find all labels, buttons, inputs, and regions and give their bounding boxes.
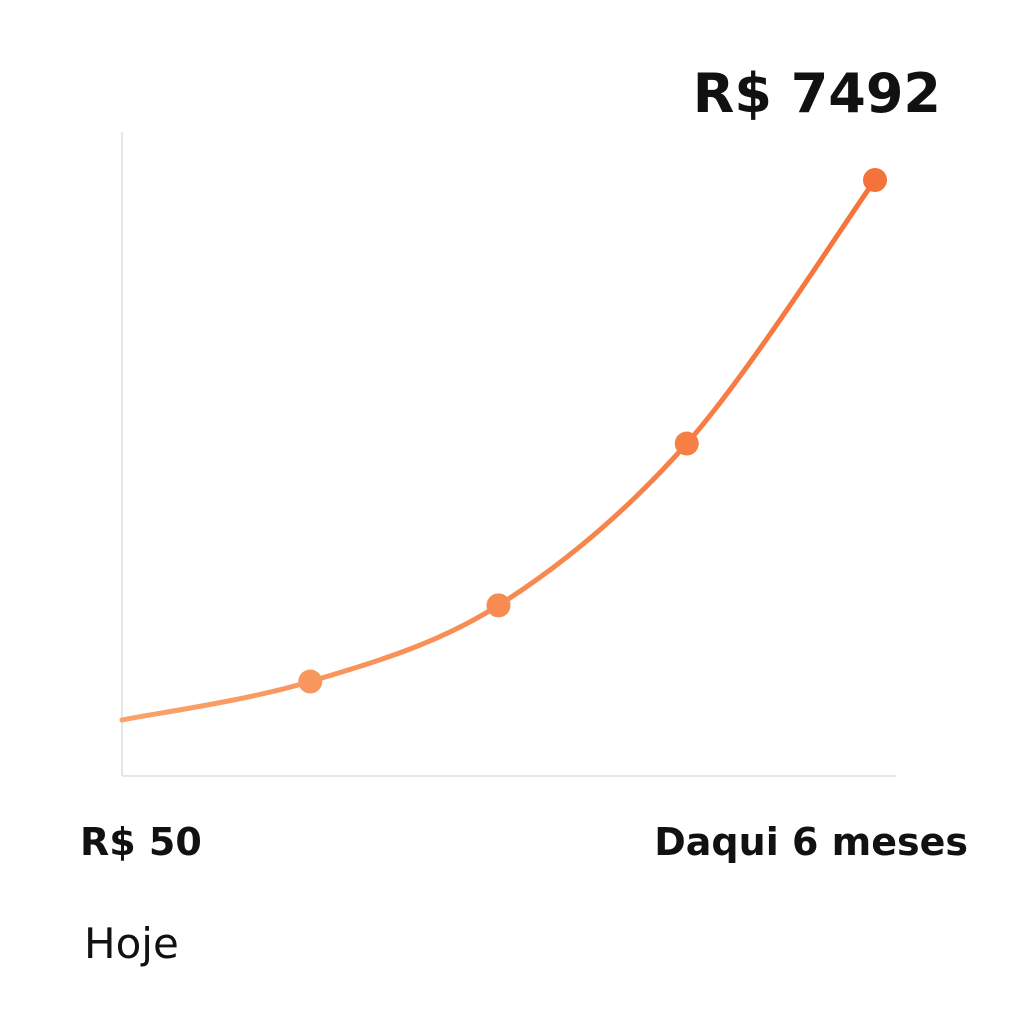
- data-point: [863, 168, 887, 192]
- end-value-label: R$ 7492: [693, 62, 941, 125]
- data-points: [298, 168, 887, 694]
- series-line: [119, 177, 878, 723]
- start-time-label: Hoje: [84, 919, 179, 968]
- data-point: [674, 431, 699, 456]
- data-point: [298, 669, 323, 694]
- data-point: [486, 593, 511, 618]
- start-value-label: R$ 50: [80, 820, 202, 864]
- end-time-label: Daqui 6 meses: [654, 820, 968, 864]
